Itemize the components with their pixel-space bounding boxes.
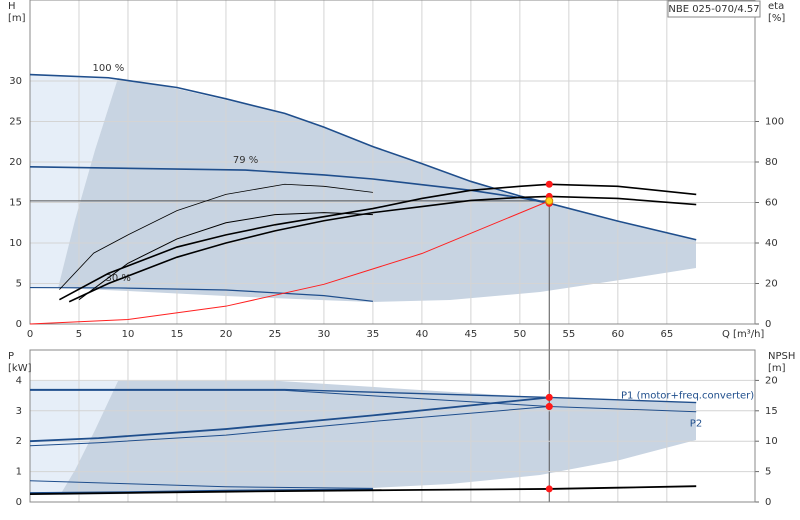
y-tick-label: 20 <box>9 157 22 168</box>
y-tick-label: 4 <box>16 375 22 386</box>
x-tick-label: 25 <box>269 329 282 340</box>
curve <box>29 485 697 495</box>
x-tick-label: 45 <box>465 329 478 340</box>
curve <box>30 389 697 413</box>
curve <box>29 200 550 325</box>
x-tick-label: 5 <box>76 329 82 340</box>
title-box <box>667 0 761 18</box>
y-tick-label: 1 <box>16 467 22 478</box>
x-tick-label: 50 <box>513 329 526 340</box>
x-tick-label: 60 <box>611 329 624 340</box>
x-tick-label: 0 <box>27 329 33 340</box>
curve <box>30 388 697 404</box>
legend-label: P2 <box>690 419 702 430</box>
y-axis-title: [kW] <box>8 363 32 374</box>
curve <box>78 212 373 301</box>
y2-tick-label: 0 <box>765 319 771 330</box>
y-tick-label: 3 <box>16 406 22 417</box>
y-tick-label: 15 <box>9 198 22 209</box>
y-tick-label: 30 <box>9 76 22 87</box>
y2-tick-label: 15 <box>765 406 778 417</box>
x-tick-label: 65 <box>660 329 673 340</box>
curve <box>29 480 373 489</box>
y2-tick-label: 80 <box>765 157 778 168</box>
y-axis-title: H <box>8 1 16 12</box>
y-axis-title: P <box>8 351 14 362</box>
x-tick-label: 40 <box>416 329 429 340</box>
plot-frame <box>29 0 756 325</box>
y-axis-title: [m] <box>8 13 26 24</box>
operating-dot <box>545 485 553 493</box>
y2-tick-label: 20 <box>765 279 778 290</box>
y2-tick-label: 10 <box>765 436 778 447</box>
chart-title: NBE 025-070/4.57 <box>668 4 759 15</box>
legend-label: P1 (motor+freq.converter) <box>621 391 754 402</box>
range-shade-light <box>30 75 118 288</box>
operating-dot <box>545 393 553 401</box>
curve <box>59 183 373 290</box>
y2-tick-label: 60 <box>765 198 778 209</box>
curve <box>29 406 550 447</box>
duty-point <box>545 196 554 205</box>
y2-axis-title: [m] <box>768 363 786 374</box>
y-tick-label: 10 <box>9 238 22 249</box>
curve <box>29 488 373 494</box>
y-tick-label: 0 <box>16 497 22 508</box>
y-tick-label: 2 <box>16 436 22 447</box>
range-shade-light <box>30 381 118 495</box>
curve-label: 100 % <box>92 63 124 74</box>
x-tick-label: 35 <box>367 329 380 340</box>
y-tick-label: 25 <box>9 117 22 128</box>
y-tick-label: 0 <box>16 319 22 330</box>
y2-tick-label: 20 <box>765 375 778 386</box>
x-tick-label: 20 <box>220 329 233 340</box>
x-tick-label: 10 <box>122 329 135 340</box>
y2-axis-title: eta <box>768 1 784 12</box>
operating-dot <box>545 403 553 411</box>
y-tick-label: 5 <box>16 279 22 290</box>
operating-dot <box>545 180 553 188</box>
y2-tick-label: 40 <box>765 238 778 249</box>
curve <box>29 166 550 205</box>
curve-label: 79 % <box>233 155 258 166</box>
x-tick-label: 15 <box>171 329 184 340</box>
y2-axis-title: [%] <box>768 13 785 24</box>
range-shade <box>60 381 696 495</box>
y2-tick-label: 100 <box>765 117 784 128</box>
y2-tick-label: 0 <box>765 497 771 508</box>
plot-frame <box>29 349 756 503</box>
x-tick-label: 55 <box>562 329 575 340</box>
x-axis-title: Q [m³/h] <box>722 329 764 340</box>
y2-tick-label: 5 <box>765 467 771 478</box>
curve <box>29 286 373 302</box>
y2-axis-title: NPSH <box>768 351 795 362</box>
x-tick-label: 30 <box>318 329 331 340</box>
curve-label: 30 % <box>105 273 130 284</box>
curve <box>29 396 550 443</box>
